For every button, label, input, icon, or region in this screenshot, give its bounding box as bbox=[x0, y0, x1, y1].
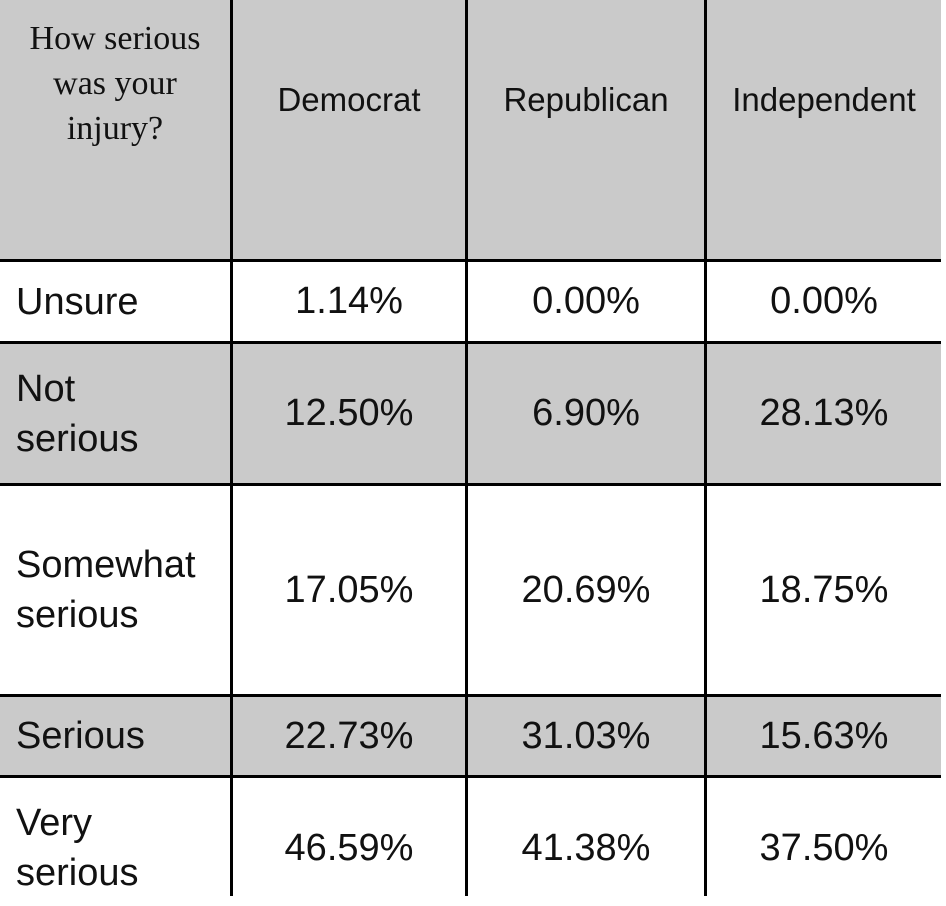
value-unsure-republican: 0.00% bbox=[468, 262, 707, 344]
value-serious-independent: 15.63% bbox=[707, 697, 941, 778]
column-header-democrat: Democrat bbox=[233, 0, 468, 262]
column-header-independent: Independent bbox=[707, 0, 941, 262]
value-somewhat-serious-republican: 20.69% bbox=[468, 486, 707, 697]
value-serious-democrat: 22.73% bbox=[233, 697, 468, 778]
row-label-somewhat-serious: Somewhat serious bbox=[0, 486, 233, 697]
value-not-serious-republican: 6.90% bbox=[468, 344, 707, 486]
value-unsure-democrat: 1.14% bbox=[233, 262, 468, 344]
row-label-serious: Serious bbox=[0, 697, 233, 778]
value-unsure-independent: 0.00% bbox=[707, 262, 941, 344]
value-very-serious-independent: 37.50% bbox=[707, 778, 941, 896]
value-very-serious-democrat: 46.59% bbox=[233, 778, 468, 896]
value-somewhat-serious-independent: 18.75% bbox=[707, 486, 941, 697]
value-somewhat-serious-democrat: 17.05% bbox=[233, 486, 468, 697]
row-label-unsure: Unsure bbox=[0, 262, 233, 344]
value-serious-republican: 31.03% bbox=[468, 697, 707, 778]
row-label-not-serious: Not serious bbox=[0, 344, 233, 486]
value-not-serious-democrat: 12.50% bbox=[233, 344, 468, 486]
row-label-very-serious: Very serious bbox=[0, 778, 233, 896]
corner-header-question: How serious was your injury? bbox=[0, 0, 233, 262]
value-very-serious-republican: 41.38% bbox=[468, 778, 707, 896]
value-not-serious-independent: 28.13% bbox=[707, 344, 941, 486]
column-header-republican: Republican bbox=[468, 0, 707, 262]
